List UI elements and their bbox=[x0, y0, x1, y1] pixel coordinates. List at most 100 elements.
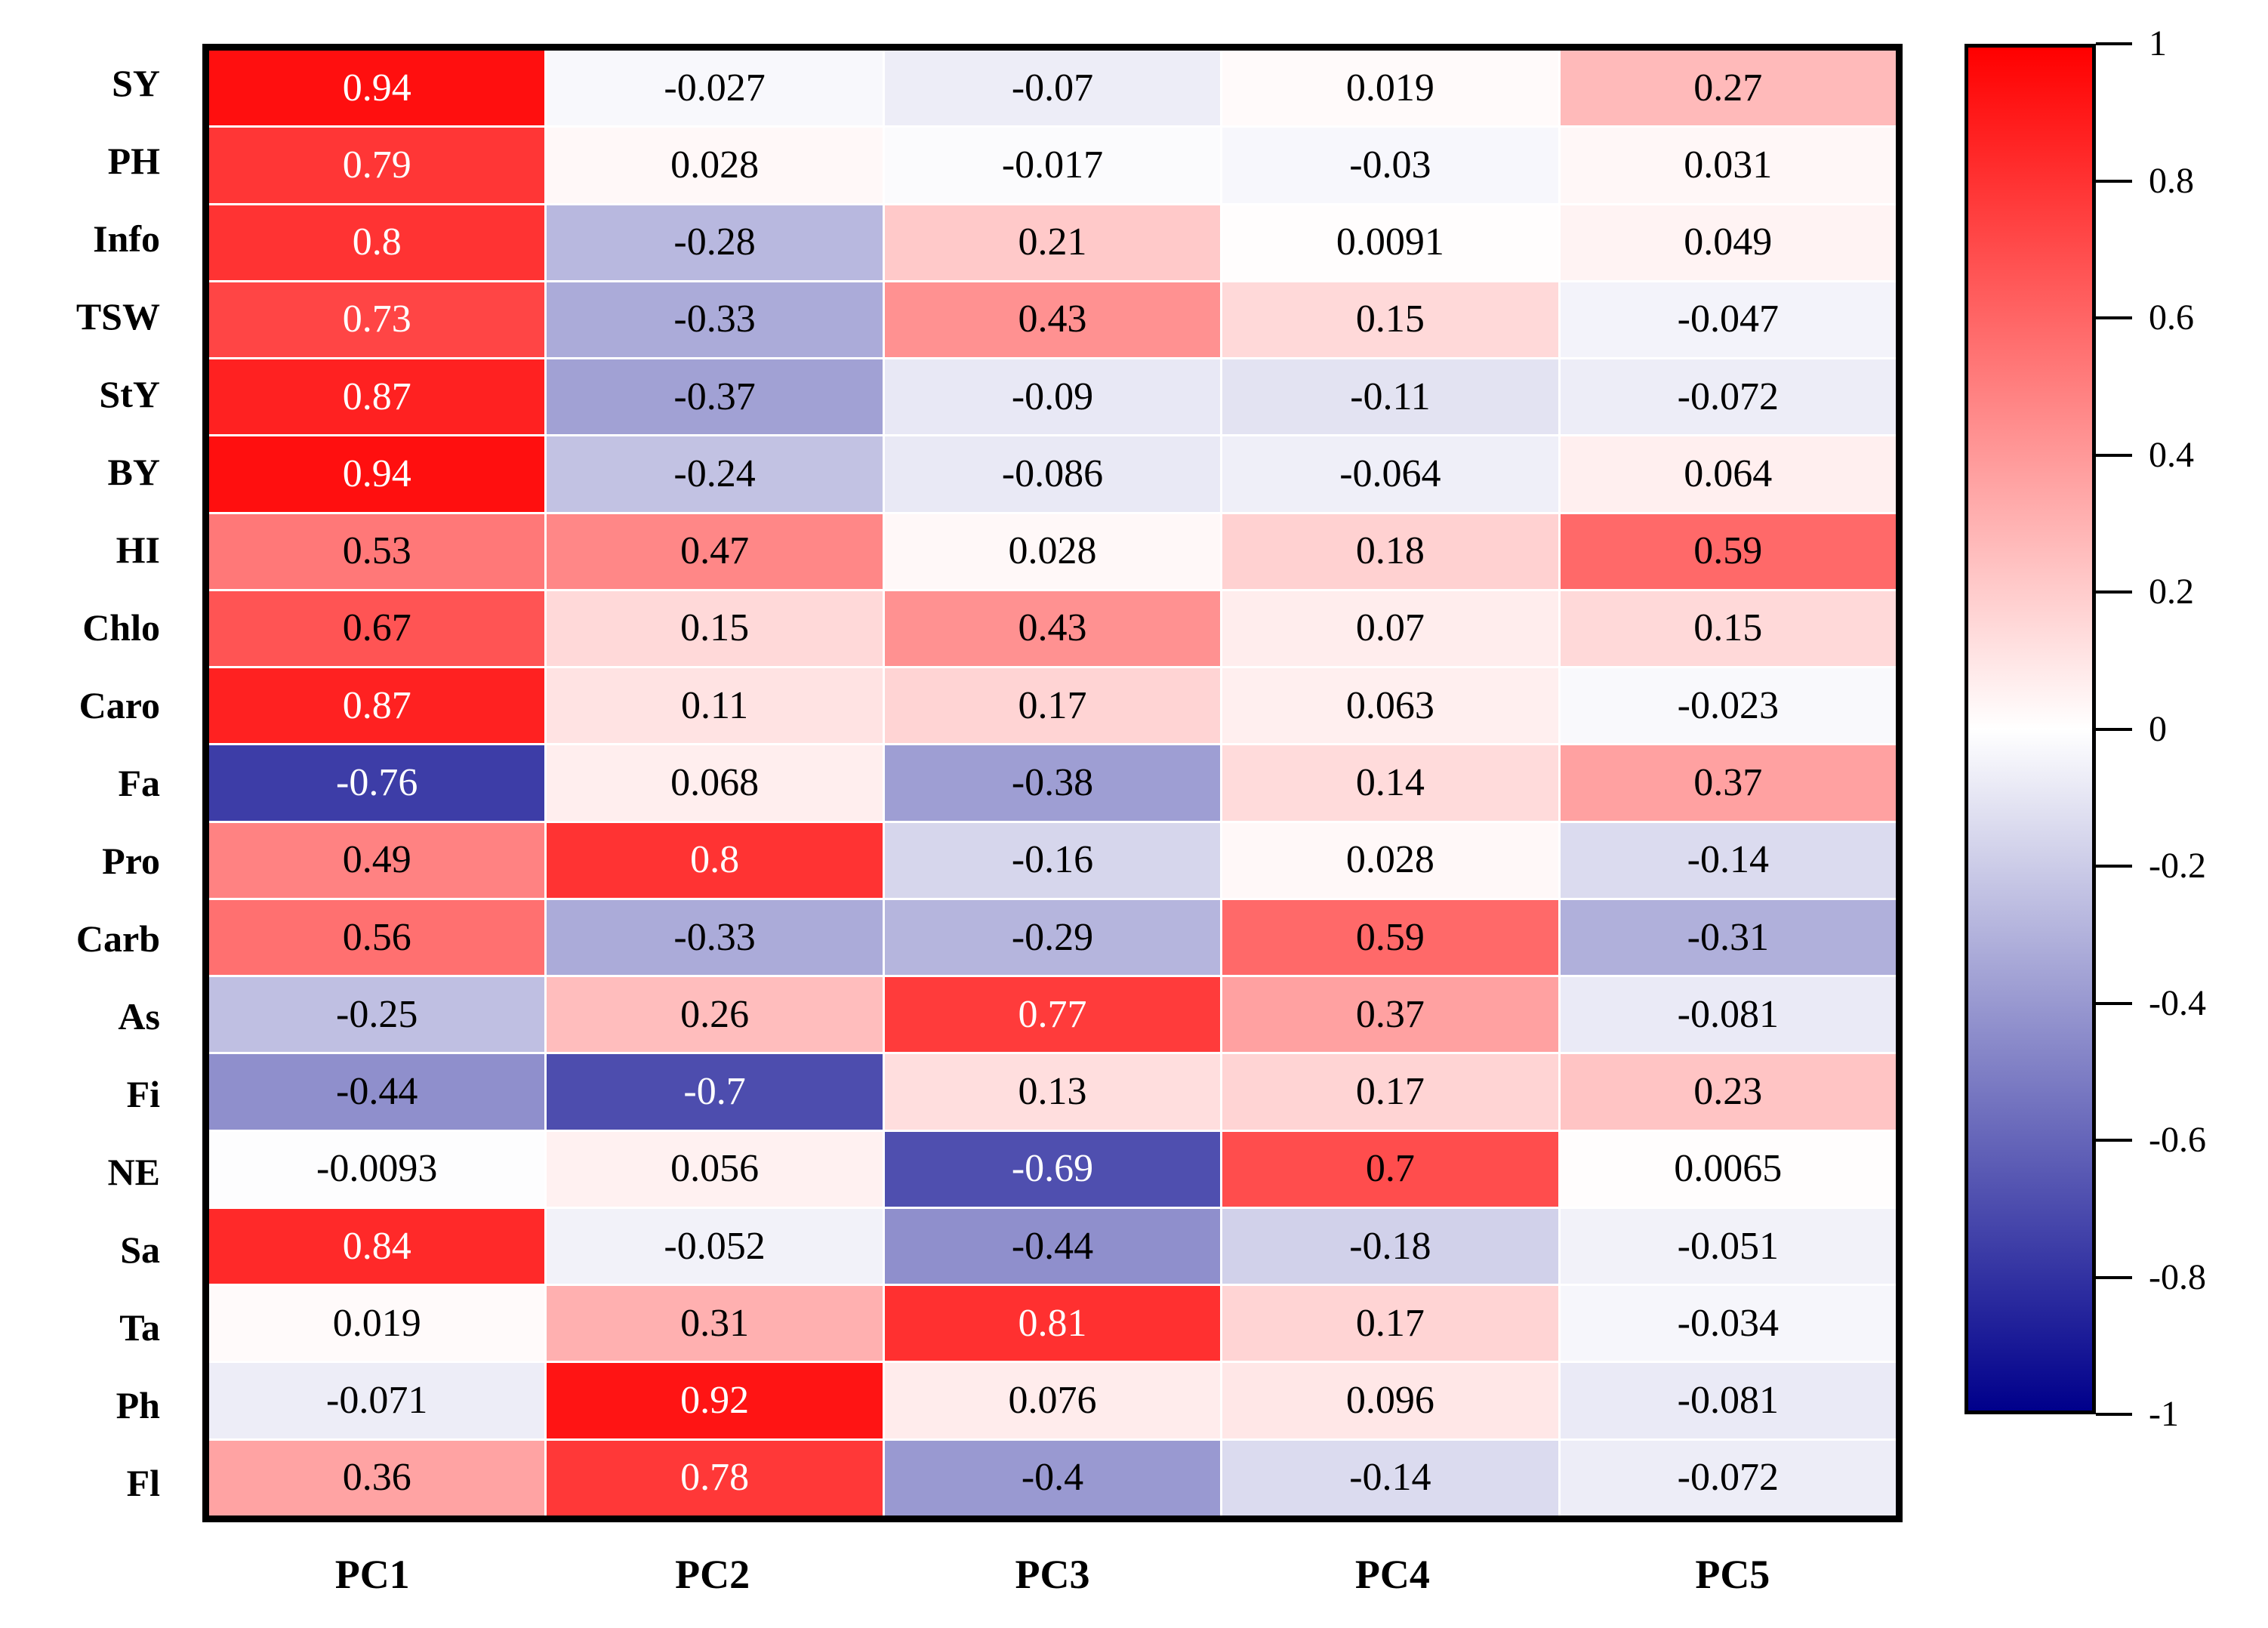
heatmap-cell: 0.84 bbox=[209, 1208, 545, 1284]
column-label: PC2 bbox=[675, 1552, 750, 1597]
colorbar-tick-label: -0.8 bbox=[2149, 1256, 2206, 1297]
heatmap-cell: 0.92 bbox=[547, 1363, 883, 1438]
colorbar-tick-label: 1 bbox=[2149, 23, 2167, 63]
heatmap-cell: 0.26 bbox=[547, 977, 883, 1053]
row-label: Sa bbox=[120, 1229, 160, 1272]
colorbar-tick-mark bbox=[2096, 1001, 2132, 1005]
heatmap-cell: -0.18 bbox=[1222, 1208, 1558, 1284]
heatmap-cell: -0.76 bbox=[209, 745, 545, 821]
heatmap-cell: 0.67 bbox=[209, 590, 545, 667]
heatmap-cell: -0.034 bbox=[1560, 1286, 1896, 1361]
heatmap-cell: 0.23 bbox=[1560, 1054, 1896, 1130]
heatmap-cell: -0.24 bbox=[547, 436, 883, 512]
row-label: Info bbox=[93, 217, 160, 260]
heatmap-cell: 0.8 bbox=[209, 205, 545, 280]
colorbar-tick-label: 0.2 bbox=[2149, 572, 2194, 612]
row-label: Fa bbox=[118, 761, 160, 804]
heatmap-cell: 0.37 bbox=[1560, 745, 1896, 821]
heatmap-cell: 0.31 bbox=[547, 1286, 883, 1361]
colorbar-tick-mark bbox=[2096, 1139, 2132, 1142]
colorbar-tick-axis: 1 0.8 0.6 0.4 0.2 0 -0.2 -0.4 -0.6 -0.8 -1 bbox=[2096, 26, 2268, 1432]
colorbar-tick-label: -1 bbox=[2149, 1394, 2179, 1434]
row-label: NE bbox=[107, 1151, 160, 1194]
heatmap-cell: -0.28 bbox=[547, 205, 883, 280]
heatmap-cell: -0.072 bbox=[1560, 1440, 1896, 1515]
heatmap-cell: -0.14 bbox=[1222, 1440, 1558, 1515]
column-axis-labels: PC1 PC2 PC3 PC4 PC5 bbox=[202, 1533, 1903, 1616]
heatmap-cell: 0.94 bbox=[209, 436, 545, 512]
heatmap-cell: 0.21 bbox=[884, 205, 1221, 280]
heatmap-cell: -0.081 bbox=[1560, 977, 1896, 1053]
heatmap-cell: 0.77 bbox=[884, 977, 1221, 1053]
heatmap-cell: 0.019 bbox=[1222, 51, 1558, 126]
heatmap-cell: -0.14 bbox=[1560, 822, 1896, 898]
row-label: PH bbox=[107, 139, 160, 182]
colorbar-tick-label: -0.2 bbox=[2149, 846, 2206, 886]
colorbar bbox=[1964, 44, 2096, 1414]
heatmap-cell: 0.59 bbox=[1222, 899, 1558, 976]
heatmap-cell: 0.87 bbox=[209, 668, 545, 744]
colorbar-tick-mark bbox=[2096, 453, 2132, 457]
colorbar-tick-mark bbox=[2096, 865, 2132, 868]
heatmap-cell: -0.37 bbox=[547, 359, 883, 435]
heatmap-cell: -0.027 bbox=[547, 51, 883, 126]
heatmap-cell: 0.7 bbox=[1222, 1131, 1558, 1207]
row-axis-labels: SY PH Info TSW StY BY HI Chlo Caro Fa Pro Carb As Fi N… bbox=[0, 44, 181, 1522]
heatmap-cell: -0.44 bbox=[884, 1208, 1221, 1284]
heatmap-cell: 0.17 bbox=[884, 668, 1221, 744]
heatmap-cell: 0.78 bbox=[547, 1440, 883, 1515]
colorbar-tick-mark bbox=[2096, 1413, 2132, 1416]
heatmap-grid: 0.94 -0.027 -0.07 0.019 0.27 0.79 0.028 -0.017-… bbox=[202, 44, 1903, 1522]
row-label: TSW bbox=[75, 294, 160, 338]
heatmap-cell: -0.03 bbox=[1222, 128, 1558, 203]
heatmap-cell: 0.18 bbox=[1222, 513, 1558, 589]
heatmap-cell: -0.69 bbox=[884, 1131, 1221, 1207]
heatmap-cell: -0.25 bbox=[209, 977, 545, 1053]
heatmap-cell: 0.59 bbox=[1560, 513, 1896, 589]
heatmap-cell: 0.049 bbox=[1560, 205, 1896, 280]
heatmap-cell: -0.0093 bbox=[209, 1131, 545, 1207]
column-label: PC1 bbox=[334, 1552, 410, 1597]
heatmap-cell: -0.051 bbox=[1560, 1208, 1896, 1284]
heatmap-cell: 0.11 bbox=[547, 668, 883, 744]
heatmap-cell: 0.81 bbox=[884, 1286, 1221, 1361]
heatmap-cell: 0.063 bbox=[1222, 668, 1558, 744]
heatmap-cell: 0.27 bbox=[1560, 51, 1896, 126]
heatmap-cell: -0.33 bbox=[547, 899, 883, 976]
heatmap-cell: 0.94 bbox=[209, 51, 545, 126]
heatmap-cell: -0.29 bbox=[884, 899, 1221, 976]
heatmap-cell: -0.31 bbox=[1560, 899, 1896, 976]
heatmap-cell: 0.73 bbox=[209, 282, 545, 358]
heatmap-cell: 0.028 bbox=[547, 128, 883, 203]
heatmap-cell: -0.11 bbox=[1222, 359, 1558, 435]
heatmap-cell: 0.49 bbox=[209, 822, 545, 898]
heatmap-cell: 0.028 bbox=[1222, 822, 1558, 898]
heatmap-cell: 0.43 bbox=[884, 590, 1221, 667]
heatmap-cell: 0.14 bbox=[1222, 745, 1558, 821]
heatmap-cell: 0.43 bbox=[884, 282, 1221, 358]
colorbar-tick-label: 0 bbox=[2149, 708, 2167, 749]
heatmap-cell: 0.8 bbox=[547, 822, 883, 898]
heatmap-cell: -0.44 bbox=[209, 1054, 545, 1130]
heatmap-cell: 0.17 bbox=[1222, 1054, 1558, 1130]
heatmap-cell: -0.09 bbox=[884, 359, 1221, 435]
row-label: SY bbox=[112, 61, 160, 104]
heatmap-cell: -0.086 bbox=[884, 436, 1221, 512]
colorbar-tick-mark bbox=[2096, 316, 2132, 319]
heatmap-cell: 0.15 bbox=[547, 590, 883, 667]
heatmap-cell: 0.056 bbox=[547, 1131, 883, 1207]
row-label: As bbox=[118, 995, 160, 1038]
heatmap-cell: 0.87 bbox=[209, 359, 545, 435]
row-label: Fi bbox=[126, 1073, 160, 1116]
heatmap-cell: 0.36 bbox=[209, 1440, 545, 1515]
row-label: Chlo bbox=[82, 606, 160, 649]
colorbar-tick-mark bbox=[2096, 179, 2132, 183]
heatmap-cell: 0.37 bbox=[1222, 977, 1558, 1053]
column-label: PC4 bbox=[1354, 1552, 1430, 1597]
colorbar-tick-label: 0.6 bbox=[2149, 298, 2194, 338]
heatmap-cell: 0.064 bbox=[1560, 436, 1896, 512]
heatmap-cell: 0.068 bbox=[547, 745, 883, 821]
heatmap-cell: -0.38 bbox=[884, 745, 1221, 821]
row-label: BY bbox=[107, 450, 160, 493]
